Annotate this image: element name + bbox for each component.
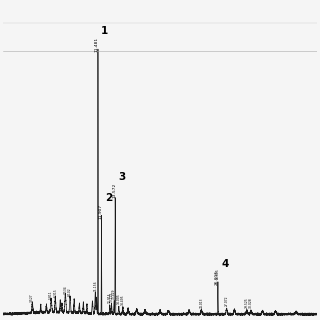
Text: 13.125: 13.125	[109, 291, 114, 302]
Text: 3.527: 3.527	[30, 293, 34, 302]
Text: 1: 1	[101, 26, 108, 36]
Text: 27.072: 27.072	[225, 296, 228, 307]
Text: 14.005: 14.005	[117, 294, 121, 304]
Text: 7.534: 7.534	[63, 285, 68, 294]
Text: 11.156: 11.156	[93, 280, 97, 291]
Text: 6.315: 6.315	[53, 288, 57, 297]
Text: 29.525: 29.525	[245, 297, 249, 308]
Text: 3: 3	[118, 172, 126, 182]
Text: 30.028: 30.028	[249, 298, 253, 308]
Text: 5.811: 5.811	[49, 290, 53, 299]
Text: 4: 4	[221, 259, 228, 269]
Text: 8.102: 8.102	[68, 287, 72, 296]
Text: 13.429: 13.429	[112, 289, 116, 299]
Text: 11.907: 11.907	[99, 204, 102, 219]
Text: 26.015: 26.015	[215, 270, 219, 285]
Text: 13.572: 13.572	[112, 182, 116, 198]
Text: 24.013: 24.013	[199, 297, 204, 308]
Text: 2: 2	[105, 193, 112, 203]
Text: 11.481: 11.481	[95, 37, 99, 52]
Text: 14.495: 14.495	[121, 294, 125, 305]
Text: 26.015: 26.015	[216, 269, 220, 279]
Text: 12.914: 12.914	[108, 293, 112, 303]
